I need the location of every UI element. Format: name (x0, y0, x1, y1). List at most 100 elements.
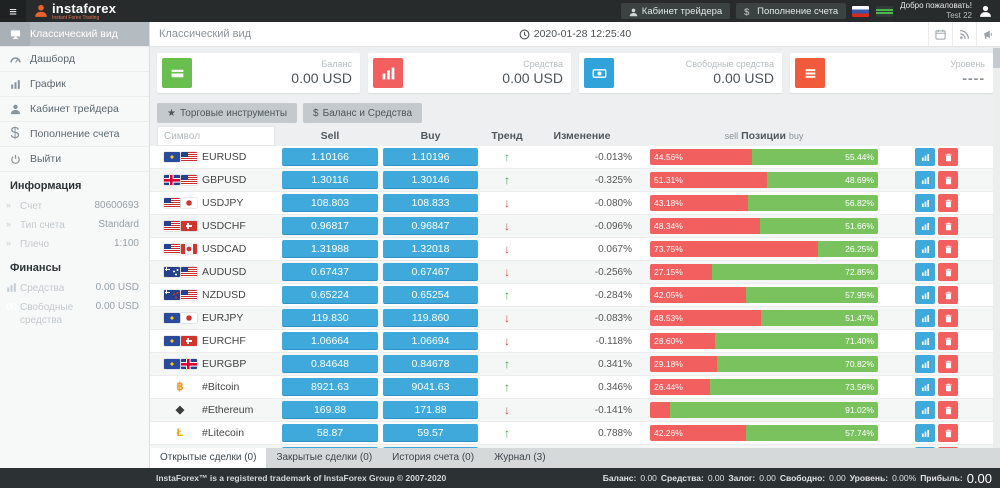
flag-us-icon (164, 244, 180, 254)
trader-cabinet-button[interactable]: Кабинет трейдера (621, 3, 730, 19)
open-chart-button[interactable] (915, 240, 935, 258)
remove-symbol-button[interactable] (938, 309, 958, 327)
buy-price-button[interactable]: 9041.63 (383, 378, 478, 396)
megaphone-icon[interactable] (976, 22, 1000, 46)
sell-price-button[interactable]: 0.84648 (282, 355, 378, 373)
positions-sell-segment: 42.26% (650, 425, 746, 441)
symbol-cell: AUDUSD (157, 266, 282, 278)
tab-account-history[interactable]: История счета (0) (382, 448, 484, 468)
calendar-icon[interactable] (928, 22, 952, 46)
positions-sell-segment: 44.56% (650, 149, 752, 165)
remove-symbol-button[interactable] (938, 378, 958, 396)
russian-flag-icon[interactable] (852, 6, 869, 17)
positions-sell-segment: 48.53% (650, 310, 761, 326)
brand-logo[interactable]: instaforex Instant Forex Trading (34, 2, 116, 21)
open-chart-button[interactable] (915, 309, 935, 327)
sell-price-button[interactable]: 8921.63 (282, 378, 378, 396)
sell-price-button[interactable]: 169.88 (282, 401, 378, 419)
sidebar-item-classic-view[interactable]: Классический вид (0, 22, 149, 47)
symbol-search-input[interactable] (157, 126, 275, 146)
balance-and-funds-button[interactable]: $ Баланс и Средства (303, 103, 422, 123)
open-chart-button[interactable] (915, 263, 935, 281)
hamburger-menu-icon[interactable]: ≡ (0, 0, 26, 22)
symbol-cell: USDCHF (157, 220, 282, 232)
flag-us-icon (181, 175, 197, 185)
symbol-name: NZDUSD (202, 289, 246, 301)
open-chart-button[interactable] (915, 171, 935, 189)
footer-stat-value: 0.00 (829, 473, 846, 483)
positions-sell-segment: 26.44% (650, 379, 710, 395)
remove-symbol-button[interactable] (938, 401, 958, 419)
remove-symbol-button[interactable] (938, 263, 958, 281)
symbol-name: EURCHF (202, 335, 246, 347)
flag-us-icon (164, 221, 180, 231)
open-chart-button[interactable] (915, 424, 935, 442)
buy-price-button[interactable]: 0.67467 (383, 263, 478, 281)
tab-open-trades[interactable]: Открытые сделки (0) (150, 448, 266, 468)
sell-price-button[interactable]: 1.31988 (282, 240, 378, 258)
content: Баланс 0.00 USD Средства 0.00 USD Свобод… (150, 47, 1000, 448)
buy-price-button[interactable]: 1.10196 (383, 148, 478, 166)
tab-closed-trades[interactable]: Закрытые сделки (0) (266, 448, 382, 468)
footer-stat-value: 0.00% (892, 473, 916, 483)
remove-symbol-button[interactable] (938, 148, 958, 166)
language-flag-icon[interactable] (876, 6, 893, 17)
buy-price-button[interactable]: 108.833 (383, 194, 478, 212)
sell-price-button[interactable]: 0.67437 (282, 263, 378, 281)
sell-price-button[interactable]: 1.30116 (282, 171, 378, 189)
server-datetime: 2020-01-28 12:25:40 (150, 28, 1000, 40)
sell-price-button[interactable]: 0.65224 (282, 286, 378, 304)
account-user-icon[interactable] (979, 5, 992, 18)
remove-symbol-button[interactable] (938, 286, 958, 304)
trend-arrow-icon: ↓ (487, 196, 527, 210)
symbol-cell: USDCAD (157, 243, 282, 255)
positions-buy-segment: 70.82% (717, 356, 878, 372)
open-chart-button[interactable] (915, 217, 935, 235)
buy-price-button[interactable]: 0.84678 (383, 355, 478, 373)
sell-price-button[interactable]: 1.06664 (282, 332, 378, 350)
buy-price-button[interactable]: 1.32018 (383, 240, 478, 258)
rss-icon[interactable] (952, 22, 976, 46)
open-chart-button[interactable] (915, 378, 935, 396)
tab-journal[interactable]: Журнал (3) (484, 448, 556, 468)
buy-price-button[interactable]: 1.06694 (383, 332, 478, 350)
open-chart-button[interactable] (915, 194, 935, 212)
deposit-button[interactable]: $ Пополнение счета (736, 3, 846, 19)
sell-price-button[interactable]: 1.10166 (282, 148, 378, 166)
sell-price-button[interactable]: 0.96817 (282, 217, 378, 235)
symbol-cell: EURJPY (157, 312, 282, 324)
buy-price-button[interactable]: 0.65254 (383, 286, 478, 304)
remove-symbol-button[interactable] (938, 217, 958, 235)
open-chart-button[interactable] (915, 355, 935, 373)
sidebar-item-deposit[interactable]: $ Пополнение счета (0, 122, 149, 147)
sell-price-button[interactable]: 108.803 (282, 194, 378, 212)
sidebar-item-dashboard[interactable]: Дашборд (0, 47, 149, 72)
remove-symbol-button[interactable] (938, 240, 958, 258)
symbol-flags (163, 359, 197, 369)
remove-symbol-button[interactable] (938, 424, 958, 442)
positions-sell-segment: 73.75% (650, 241, 818, 257)
trend-arrow-icon: ↓ (487, 242, 527, 256)
remove-symbol-button[interactable] (938, 355, 958, 373)
open-chart-button[interactable] (915, 401, 935, 419)
open-chart-button[interactable] (915, 332, 935, 350)
trading-instruments-button[interactable]: ★ Торговые инструменты (157, 103, 297, 123)
symbol-name: #Ethereum (202, 404, 253, 416)
buy-price-button[interactable]: 119.860 (383, 309, 478, 327)
buy-price-button[interactable]: 59.57 (383, 424, 478, 442)
vertical-scrollbar[interactable] (993, 47, 1000, 448)
sidebar-item-chart[interactable]: График (0, 72, 149, 97)
scrollbar-thumb[interactable] (993, 48, 1000, 68)
open-chart-button[interactable] (915, 148, 935, 166)
sidebar-item-logout[interactable]: Выйти (0, 147, 149, 172)
remove-symbol-button[interactable] (938, 332, 958, 350)
buy-price-button[interactable]: 171.88 (383, 401, 478, 419)
buy-price-button[interactable]: 1.30146 (383, 171, 478, 189)
buy-price-button[interactable]: 0.96847 (383, 217, 478, 235)
sell-price-button[interactable]: 119.830 (282, 309, 378, 327)
remove-symbol-button[interactable] (938, 194, 958, 212)
remove-symbol-button[interactable] (938, 171, 958, 189)
sidebar-item-trader-cabinet[interactable]: Кабинет трейдера (0, 97, 149, 122)
sell-price-button[interactable]: 58.87 (282, 424, 378, 442)
open-chart-button[interactable] (915, 286, 935, 304)
